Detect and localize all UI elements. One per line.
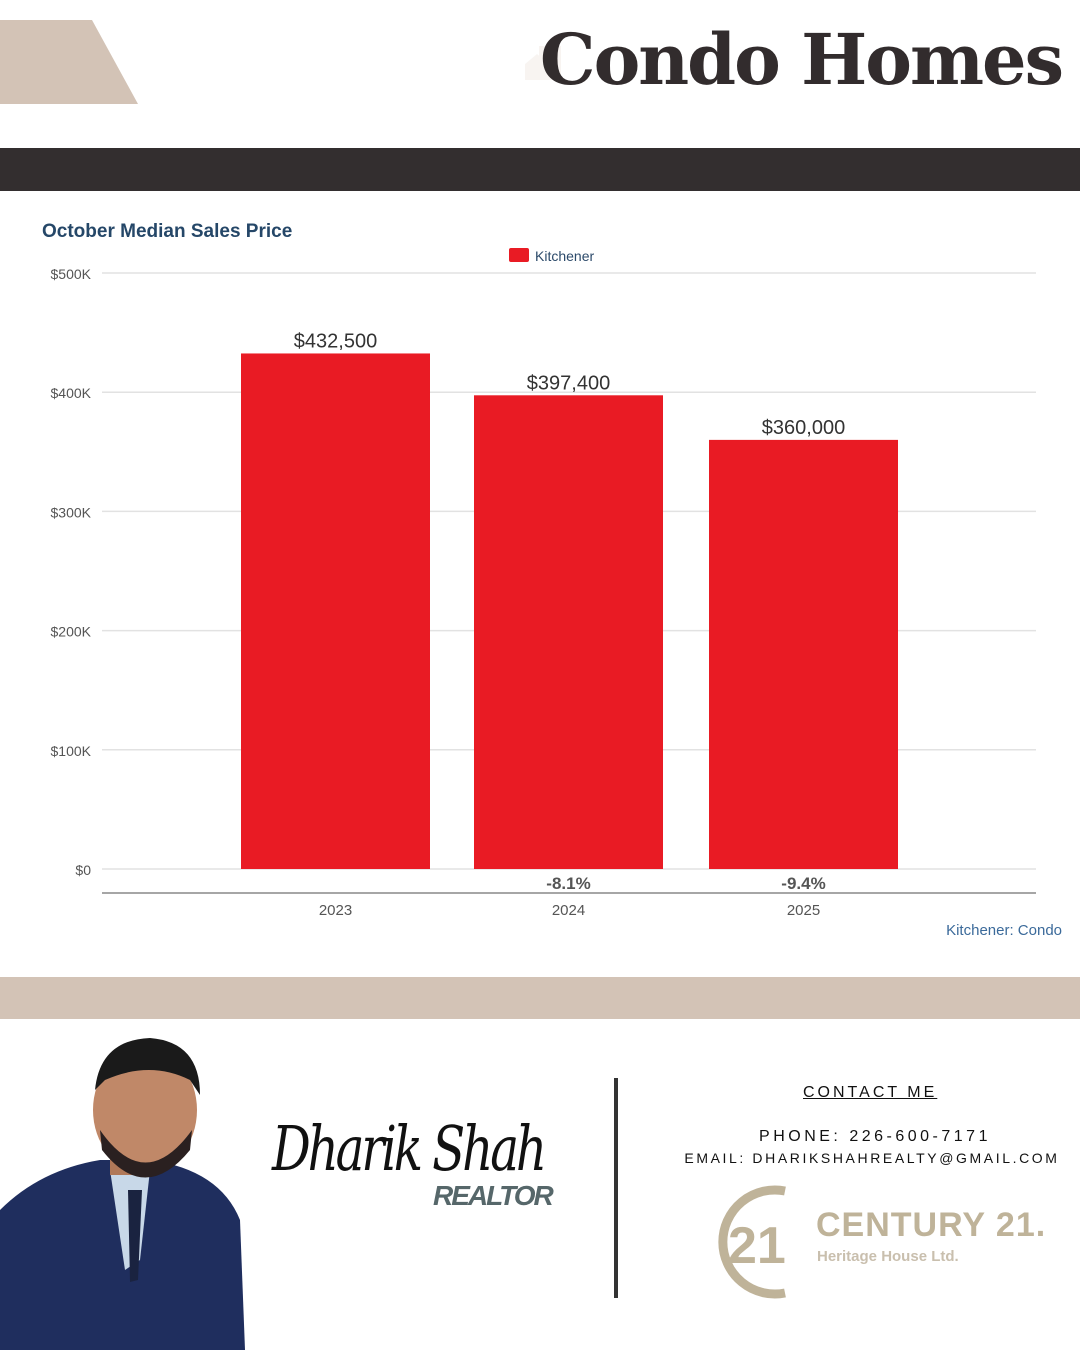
page-title: Condo Homes <box>539 18 1064 101</box>
century21-logo: 21 <box>718 1185 786 1299</box>
vertical-divider <box>614 1078 618 1298</box>
change-label: -8.1% <box>546 874 590 893</box>
data-label: $397,400 <box>527 372 610 394</box>
contact-heading: CONTACT ME <box>803 1084 938 1101</box>
agent-photo <box>0 1038 245 1350</box>
x-tick-label: 2024 <box>552 902 585 919</box>
chart-title: October Median Sales Price <box>42 221 293 242</box>
footer-divider-bar <box>0 977 1080 1019</box>
building-icon <box>525 46 561 80</box>
chart-source-label: Kitchener: Condo <box>946 922 1062 939</box>
brokerage-name: CENTURY 21. <box>816 1206 1047 1244</box>
decorative-tan-shape <box>0 20 138 104</box>
phone-number[interactable]: PHONE: 226-600-7171 <box>759 1128 991 1145</box>
logo-number: 21 <box>728 1217 786 1275</box>
y-tick-label: $400K <box>51 385 92 401</box>
bar-2023 <box>241 353 430 869</box>
legend-label: Kitchener <box>535 248 594 264</box>
y-tick-label: $500K <box>51 266 92 282</box>
data-label: $432,500 <box>294 330 377 352</box>
x-tick-label: 2025 <box>787 902 820 919</box>
legend-swatch <box>509 248 529 262</box>
x-tick-label: 2023 <box>319 902 352 919</box>
change-label: -9.4% <box>781 874 825 893</box>
bar-2025 <box>709 439 898 869</box>
agent-name: Dharik Shah <box>272 1112 547 1185</box>
y-tick-label: $200K <box>51 624 92 640</box>
email-address[interactable]: EMAIL: DHARIKSHAHREALTY@GMAIL.COM <box>684 1150 1060 1166</box>
brokerage-subtitle: Heritage House Ltd. <box>817 1248 959 1265</box>
bar-2024 <box>474 395 663 869</box>
y-tick-label: $300K <box>51 504 92 520</box>
data-label: $360,000 <box>762 417 845 439</box>
agent-role: REALTOR <box>433 1180 554 1211</box>
y-tick-label: $100K <box>51 743 92 759</box>
bar-chart: $0 $100K $200K $300K $400K $500K Kitchener $432… <box>51 248 1062 939</box>
y-tick-label: $0 <box>75 862 91 878</box>
header-divider-bar <box>0 148 1080 191</box>
